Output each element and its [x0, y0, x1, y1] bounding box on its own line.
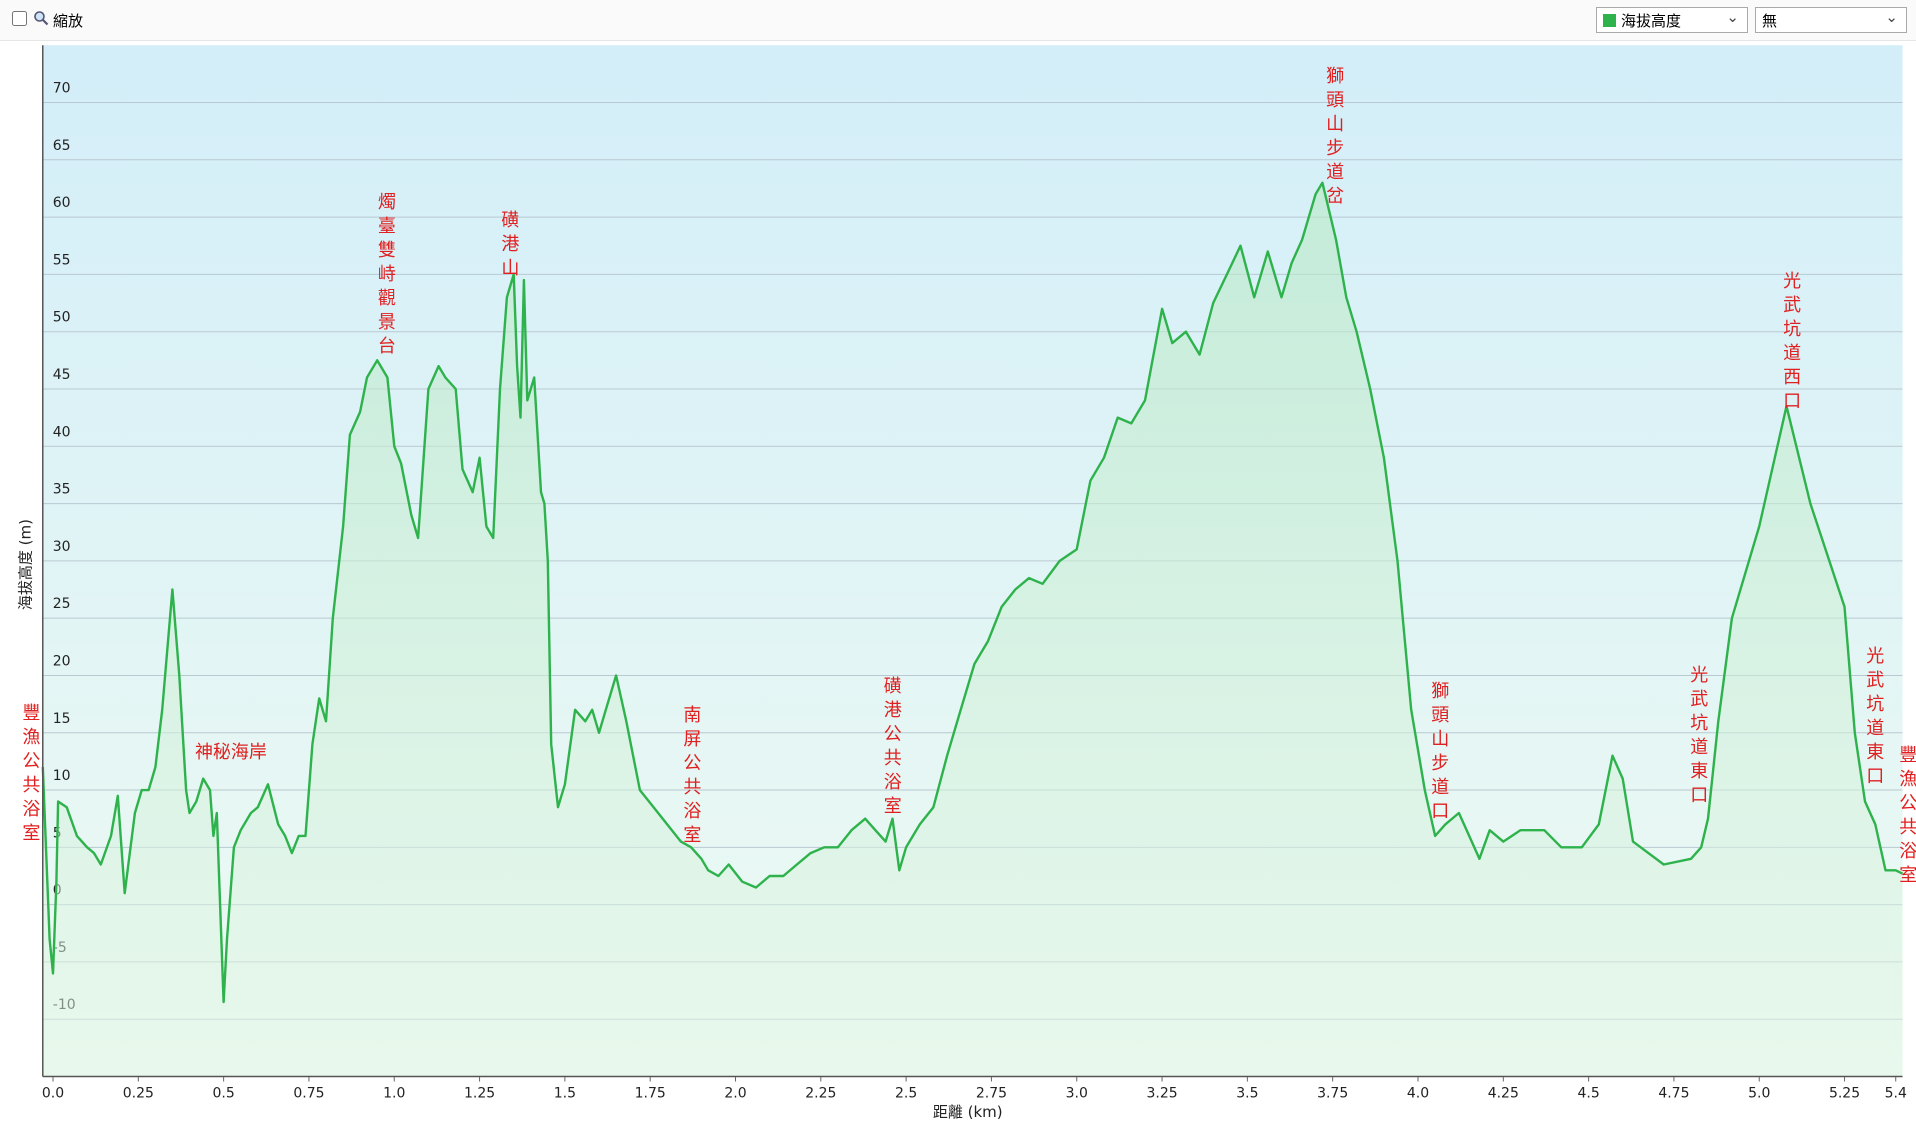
x-tick-label: 3.25	[1146, 1086, 1177, 1102]
x-tick-label: 1.0	[383, 1086, 405, 1102]
y-tick-label: 10	[53, 768, 71, 784]
waypoint-label: 燭臺雙峙觀景台	[374, 191, 396, 360]
zoom-label: 縮放	[53, 12, 84, 30]
waypoint-label: 獅頭山步道口	[1428, 680, 1450, 825]
x-tick-label: 5.0	[1748, 1086, 1770, 1102]
y-tick-label: 25	[53, 596, 71, 612]
zoom-checkbox[interactable]	[12, 11, 27, 26]
y-tick-label: 50	[53, 310, 71, 326]
waypoint-label: 光武坑道東口	[1863, 646, 1885, 791]
legend-swatch	[1603, 14, 1616, 27]
x-tick-label: 2.5	[895, 1086, 917, 1102]
x-tick-label: 3.5	[1236, 1086, 1258, 1102]
y-tick-label: 60	[53, 195, 71, 211]
second-select-label: 無	[1762, 12, 1778, 30]
y-tick-label: 40	[53, 424, 71, 440]
second-select[interactable]: 無	[1755, 4, 1907, 33]
series-select[interactable]: 海拔高度	[1596, 4, 1748, 33]
zoom-icon	[34, 11, 49, 26]
x-tick-label: 4.75	[1658, 1086, 1689, 1102]
elevation-line	[41, 181, 1904, 1004]
x-tick-label: 3.75	[1317, 1086, 1348, 1102]
x-tick-label: 2.25	[805, 1086, 836, 1102]
y-tick-label: 65	[53, 138, 71, 154]
x-tick-label: 1.5	[554, 1086, 576, 1102]
x-tick-label: 1.25	[464, 1086, 495, 1102]
waypoint-label: 光武坑道東口	[1687, 664, 1709, 809]
area-fill	[42, 182, 1903, 1077]
y-tick-label: 45	[53, 367, 71, 383]
waypoint-label: 光武坑道西口	[1780, 271, 1802, 416]
waypoint-label: 神秘海岸	[194, 742, 267, 764]
x-axis-title: 距離 (km)	[933, 1103, 1003, 1121]
x-tick-label: 0.25	[123, 1086, 154, 1102]
waypoint-label: 獅頭山步道岔	[1323, 65, 1345, 210]
waypoint-label: 磺港公共浴室	[880, 675, 902, 820]
x-tick-label: 1.75	[635, 1086, 666, 1102]
y-tick-label: 70	[53, 81, 71, 97]
y-tick-label: 30	[53, 539, 71, 555]
x-tick-label: 0.75	[293, 1086, 324, 1102]
x-tick-label: 4.0	[1407, 1086, 1429, 1102]
x-tick-label: 0.5	[212, 1086, 234, 1102]
y-axis-title: 海拔高度 (m)	[17, 519, 35, 610]
x-tick-label: 4.5	[1577, 1086, 1599, 1102]
waypoint-label: 豐漁公共浴室	[19, 702, 41, 847]
x-tick-label: 3.0	[1066, 1086, 1088, 1102]
waypoint-label: 南屏公共浴室	[680, 705, 702, 850]
waypoint-label: 豐漁公共浴室	[1896, 745, 1916, 890]
x-tick-label: 2.75	[976, 1086, 1007, 1102]
waypoint-label: 磺港山	[498, 210, 520, 283]
y-tick-label: 55	[53, 252, 71, 268]
series-select-label: 海拔高度	[1621, 12, 1682, 30]
x-tick-label: 2.0	[724, 1086, 746, 1102]
y-tick-label: 15	[53, 711, 71, 727]
x-tick-label: 5.25	[1829, 1086, 1860, 1102]
x-tick-label: 5.4	[1885, 1086, 1907, 1102]
y-tick-label: 20	[53, 653, 71, 669]
x-tick-label: 0.0	[42, 1086, 64, 1102]
y-tick-label: 35	[53, 482, 71, 498]
x-tick-label: 4.25	[1488, 1086, 1519, 1102]
